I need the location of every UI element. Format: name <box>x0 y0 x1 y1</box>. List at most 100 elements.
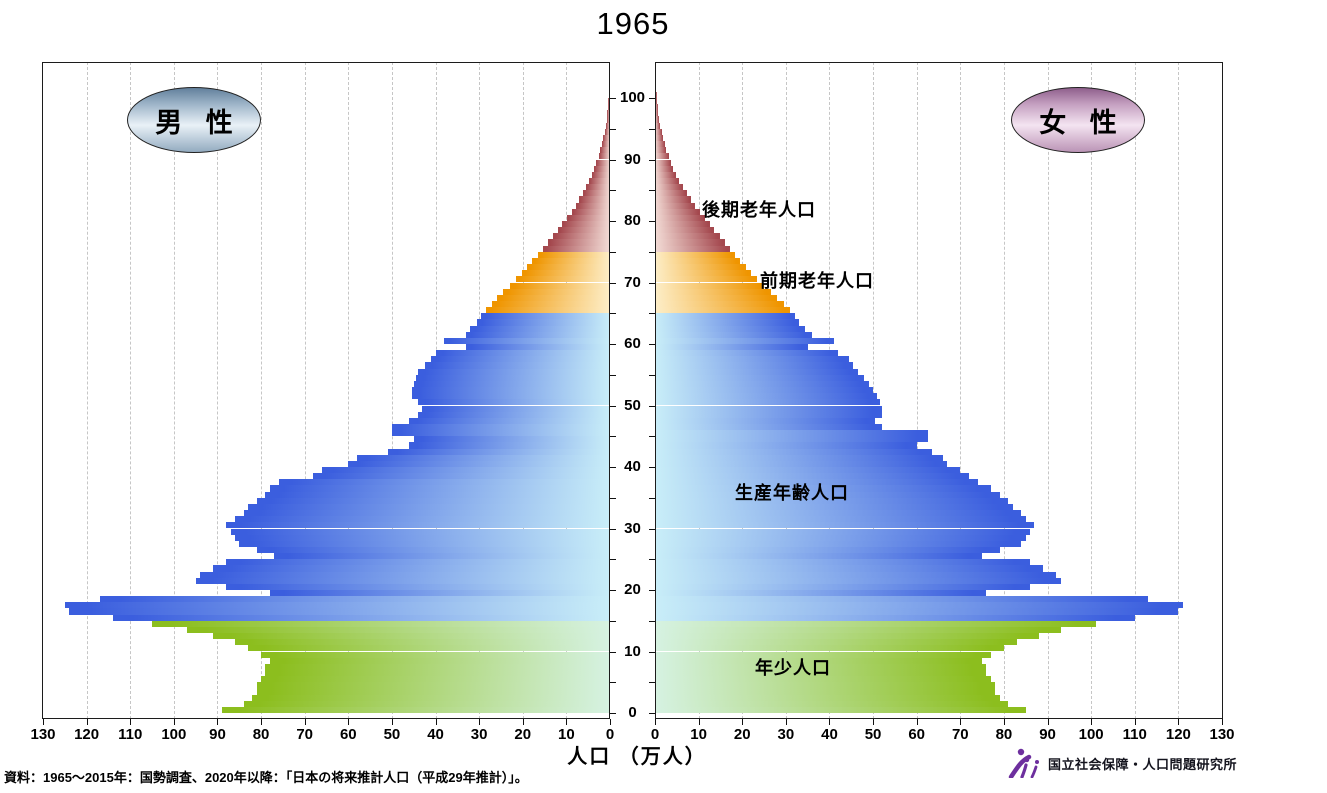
bar-female-age-80 <box>655 214 705 221</box>
bar-female-age-96 <box>655 116 660 123</box>
gridline <box>130 62 132 719</box>
population-axis-label: 130 <box>1209 726 1235 743</box>
bar-male-age-78 <box>557 227 610 234</box>
population-tick <box>655 719 656 725</box>
bar-female-age-68 <box>655 288 771 295</box>
bar-male-age-42 <box>387 448 610 455</box>
bar-female-age-88 <box>655 165 674 172</box>
bar-female-age-36 <box>655 485 991 492</box>
bar-female-age-91 <box>655 147 667 154</box>
bar-male-age-72 <box>527 264 610 271</box>
bar-male-age-76 <box>548 239 610 246</box>
bar-male-age-34 <box>256 497 610 504</box>
bar-female-age-2 <box>655 694 1000 701</box>
bar-female-age-50 <box>655 399 880 406</box>
gridline <box>1047 62 1049 719</box>
bar-male-age-17 <box>64 602 610 609</box>
bar-male-age-80 <box>566 214 610 221</box>
population-tick <box>916 719 918 725</box>
age-tick <box>649 98 655 99</box>
bar-female-age-51 <box>655 393 878 400</box>
bar-male-age-36 <box>269 485 610 492</box>
bar-male-age-16 <box>69 608 610 615</box>
bar-male-age-10 <box>247 645 610 652</box>
bar-female-age-94 <box>655 128 662 135</box>
bar-female-age-64 <box>655 313 795 320</box>
bar-female-age-77 <box>655 233 720 240</box>
bar-male-age-41 <box>357 454 610 461</box>
bar-male-age-47 <box>409 417 610 424</box>
population-tick <box>1134 719 1136 725</box>
bar-male-age-83 <box>579 196 610 203</box>
age-tick <box>610 651 616 653</box>
bar-female-age-69 <box>655 282 765 289</box>
age-tick <box>610 374 616 376</box>
age-tick <box>610 344 616 345</box>
bar-female-age-97 <box>655 110 659 117</box>
bar-male-age-79 <box>562 221 610 228</box>
bar-male-age-88 <box>594 165 610 172</box>
population-axis-label: 0 <box>650 726 660 743</box>
gridline <box>1003 62 1005 719</box>
population-axis-label: 50 <box>383 726 401 743</box>
population-axis-label: 100 <box>1078 726 1104 743</box>
chart-title: 1965 <box>596 6 670 41</box>
bar-male-age-65 <box>485 307 610 314</box>
bar-female-age-16 <box>655 608 1179 615</box>
population-axis-label: 20 <box>514 726 532 743</box>
bar-female-age-40 <box>655 460 948 467</box>
bar-female-age-28 <box>655 534 1026 541</box>
bar-female-age-98 <box>655 104 658 111</box>
bar-male-age-52 <box>411 387 610 394</box>
bar-female-age-34 <box>655 497 1009 504</box>
bar-female-age-54 <box>655 374 865 381</box>
bar-female-age-70 <box>655 276 758 283</box>
bar-male-age-68 <box>503 288 610 295</box>
bar-female-age-43 <box>655 442 917 449</box>
bar-female-age-18 <box>655 596 1148 603</box>
bar-male-age-12 <box>213 633 610 640</box>
bar-female-age-31 <box>655 516 1026 523</box>
bar-female-age-59 <box>655 344 808 351</box>
population-tick <box>86 719 88 725</box>
age-tick <box>610 590 616 591</box>
bar-male-age-45 <box>391 430 610 437</box>
bar-male-age-19 <box>269 590 610 597</box>
age-tick <box>649 374 655 376</box>
bar-female-age-66 <box>655 300 784 308</box>
bar-male-age-70 <box>516 276 610 283</box>
bar-female-age-76 <box>655 239 725 246</box>
institute-logo-text: 国立社会保障・人口問題研究所 <box>1048 756 1238 772</box>
bar-male-age-26 <box>256 546 610 554</box>
bar-female-age-92 <box>655 141 665 148</box>
age-axis-label: 100 <box>619 89 646 106</box>
bar-female-age-53 <box>655 380 869 388</box>
bar-female-age-38 <box>655 473 970 480</box>
population-axis-label: 60 <box>339 726 357 743</box>
bar-male-age-96 <box>606 116 610 123</box>
bar-male-age-29 <box>230 528 610 535</box>
bar-female-age-89 <box>655 159 671 166</box>
gridline <box>217 62 219 719</box>
age-tick <box>610 159 616 161</box>
bar-male-age-11 <box>234 639 610 646</box>
bar-female-age-29 <box>655 528 1031 535</box>
bar-female-age-27 <box>655 540 1022 547</box>
population-tick <box>785 719 787 725</box>
age-tick <box>649 282 655 284</box>
population-tick <box>960 719 962 725</box>
bar-female-age-83 <box>655 196 691 203</box>
bar-female-age-48 <box>655 411 882 418</box>
bar-male-age-90 <box>598 153 610 160</box>
gridline <box>960 62 962 719</box>
bar-male-age-46 <box>391 423 610 431</box>
bar-female-age-85 <box>655 184 683 191</box>
population-axis-label: 120 <box>1165 726 1191 743</box>
bar-male-age-91 <box>600 147 610 154</box>
population-tick <box>522 719 524 725</box>
population-tick <box>1003 719 1005 725</box>
population-tick <box>610 719 611 725</box>
population-tick <box>829 719 831 725</box>
population-tick <box>1178 719 1180 725</box>
bar-female-age-42 <box>655 448 932 455</box>
